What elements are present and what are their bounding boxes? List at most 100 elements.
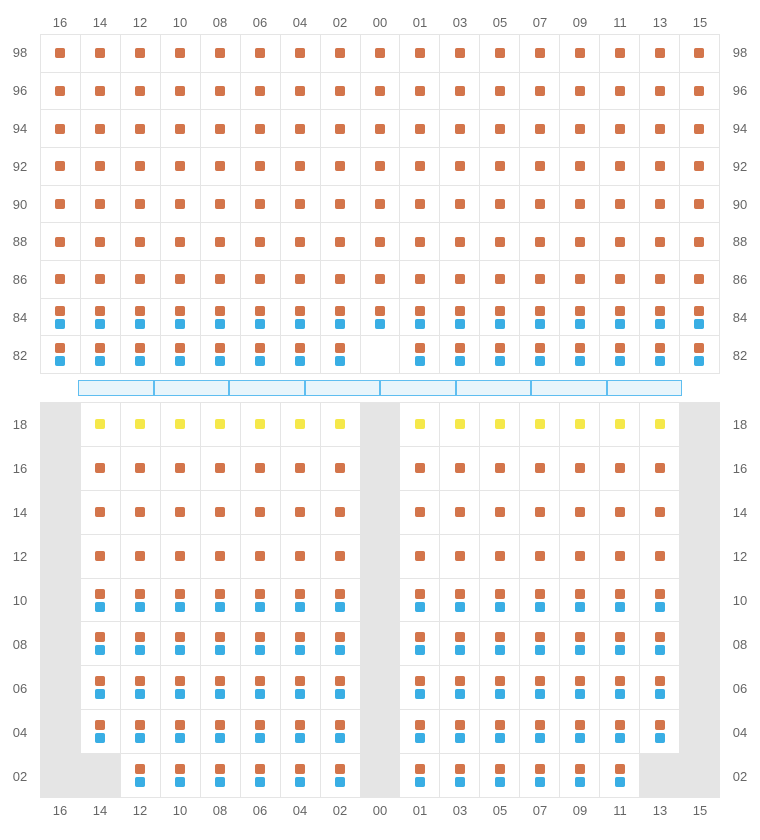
- seat-cell[interactable]: [241, 491, 281, 534]
- seat-cell[interactable]: [201, 447, 241, 490]
- seat-cell[interactable]: [440, 73, 480, 110]
- seat-cell[interactable]: [400, 148, 440, 185]
- seat-cell[interactable]: [281, 754, 321, 797]
- seat-cell[interactable]: [241, 579, 281, 622]
- seat-cell[interactable]: [201, 579, 241, 622]
- seat-cell[interactable]: [560, 35, 600, 72]
- seat-cell[interactable]: [281, 223, 321, 260]
- seat-cell[interactable]: [281, 148, 321, 185]
- seat-cell[interactable]: [480, 261, 520, 298]
- seat-cell[interactable]: [480, 447, 520, 490]
- seat-cell[interactable]: [480, 110, 520, 147]
- seat-cell[interactable]: [480, 710, 520, 753]
- seat-cell[interactable]: [640, 491, 680, 534]
- seat-cell[interactable]: [400, 666, 440, 709]
- seat-cell[interactable]: [520, 223, 560, 260]
- seat-cell[interactable]: [400, 110, 440, 147]
- seat-cell[interactable]: [161, 299, 201, 336]
- seat-cell[interactable]: [680, 186, 719, 223]
- seat-cell[interactable]: [201, 666, 241, 709]
- seat-cell[interactable]: [400, 223, 440, 260]
- seat-cell[interactable]: [201, 73, 241, 110]
- seat-cell[interactable]: [161, 186, 201, 223]
- seat-cell[interactable]: [161, 73, 201, 110]
- seat-cell[interactable]: [161, 110, 201, 147]
- seat-cell[interactable]: [281, 579, 321, 622]
- seat-cell[interactable]: [640, 403, 680, 446]
- seat-cell[interactable]: [400, 754, 440, 797]
- seat-cell[interactable]: [321, 754, 361, 797]
- seat-cell[interactable]: [241, 403, 281, 446]
- seat-cell[interactable]: [121, 710, 161, 753]
- seat-cell[interactable]: [520, 336, 560, 373]
- seat-cell[interactable]: [440, 261, 480, 298]
- seat-cell[interactable]: [600, 491, 640, 534]
- seat-cell[interactable]: [161, 261, 201, 298]
- seat-cell[interactable]: [440, 35, 480, 72]
- seat-cell[interactable]: [81, 148, 121, 185]
- seat-cell[interactable]: [440, 336, 480, 373]
- seat-cell[interactable]: [560, 336, 600, 373]
- seat-cell[interactable]: [440, 754, 480, 797]
- seat-cell[interactable]: [241, 35, 281, 72]
- seat-cell[interactable]: [600, 336, 640, 373]
- seat-cell[interactable]: [400, 35, 440, 72]
- seat-cell[interactable]: [480, 535, 520, 578]
- seat-cell[interactable]: [281, 491, 321, 534]
- seat-cell[interactable]: [321, 579, 361, 622]
- seat-cell[interactable]: [640, 148, 680, 185]
- seat-cell[interactable]: [600, 710, 640, 753]
- seat-cell[interactable]: [281, 403, 321, 446]
- seat-cell[interactable]: [241, 710, 281, 753]
- seat-cell[interactable]: [241, 73, 281, 110]
- seat-cell[interactable]: [81, 491, 121, 534]
- seat-cell[interactable]: [321, 535, 361, 578]
- seat-cell[interactable]: [640, 110, 680, 147]
- seat-cell[interactable]: [400, 535, 440, 578]
- seat-cell[interactable]: [121, 403, 161, 446]
- seat-cell[interactable]: [520, 73, 560, 110]
- seat-cell[interactable]: [400, 579, 440, 622]
- seat-cell[interactable]: [121, 666, 161, 709]
- seat-cell[interactable]: [81, 110, 121, 147]
- seat-cell[interactable]: [520, 579, 560, 622]
- seat-cell[interactable]: [680, 223, 719, 260]
- seat-cell[interactable]: [680, 148, 719, 185]
- seat-cell[interactable]: [600, 110, 640, 147]
- seat-cell[interactable]: [560, 299, 600, 336]
- seat-cell[interactable]: [600, 186, 640, 223]
- seat-cell[interactable]: [440, 579, 480, 622]
- seat-cell[interactable]: [680, 299, 719, 336]
- seat-cell[interactable]: [600, 535, 640, 578]
- seat-cell[interactable]: [400, 299, 440, 336]
- seat-cell[interactable]: [161, 336, 201, 373]
- seat-cell[interactable]: [361, 110, 401, 147]
- seat-cell[interactable]: [281, 336, 321, 373]
- seat-cell[interactable]: [600, 261, 640, 298]
- seat-cell[interactable]: [201, 299, 241, 336]
- seat-cell[interactable]: [321, 73, 361, 110]
- seat-cell[interactable]: [400, 403, 440, 446]
- seat-cell[interactable]: [161, 403, 201, 446]
- seat-cell[interactable]: [281, 110, 321, 147]
- seat-cell[interactable]: [201, 261, 241, 298]
- seat-cell[interactable]: [161, 447, 201, 490]
- seat-cell[interactable]: [520, 622, 560, 665]
- seat-cell[interactable]: [480, 622, 520, 665]
- seat-cell[interactable]: [81, 535, 121, 578]
- seat-cell[interactable]: [161, 223, 201, 260]
- seat-cell[interactable]: [361, 186, 401, 223]
- seat-cell[interactable]: [161, 148, 201, 185]
- seat-cell[interactable]: [600, 754, 640, 797]
- seat-cell[interactable]: [41, 148, 81, 185]
- seat-cell[interactable]: [81, 579, 121, 622]
- seat-cell[interactable]: [361, 223, 401, 260]
- seat-cell[interactable]: [321, 336, 361, 373]
- seat-cell[interactable]: [121, 336, 161, 373]
- seat-cell[interactable]: [321, 447, 361, 490]
- seat-cell[interactable]: [321, 666, 361, 709]
- seat-cell[interactable]: [600, 299, 640, 336]
- seat-cell[interactable]: [640, 261, 680, 298]
- seat-cell[interactable]: [560, 223, 600, 260]
- seat-cell[interactable]: [600, 622, 640, 665]
